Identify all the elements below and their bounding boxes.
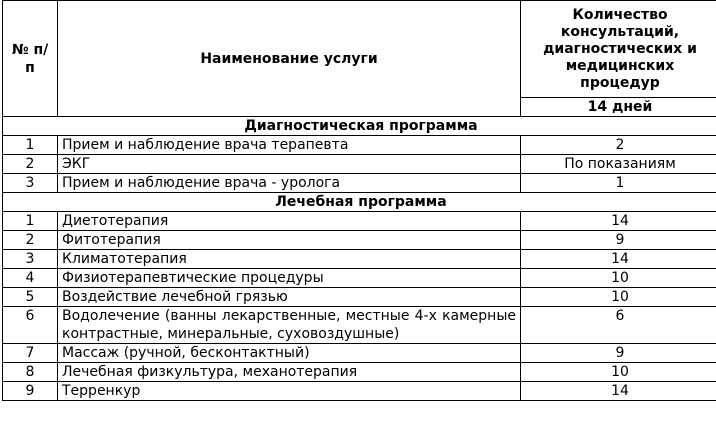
service-count: 10 (520, 362, 716, 382)
service-row: 7 Массаж (ручной, бесконтактный) 9 (2, 343, 716, 363)
service-row: 3 Прием и наблюдение врача - уролога 1 (2, 173, 716, 193)
service-name: Массаж (ручной, бесконтактный) (57, 343, 521, 363)
row-number: 3 (2, 173, 58, 193)
row-number: 9 (2, 381, 58, 401)
service-row: 9 Терренкур 14 (2, 381, 716, 401)
section-title: Лечебная программа (2, 192, 716, 212)
service-name: Прием и наблюдение врача терапевта (57, 135, 521, 155)
service-row: 3 Климатотерапия 14 (2, 249, 716, 269)
service-count: 9 (520, 343, 716, 363)
service-name: Климатотерапия (57, 249, 521, 269)
service-count: По показаниям (520, 154, 716, 174)
service-row: 2 ЭКГ По показаниям (2, 154, 716, 174)
service-count: 9 (520, 230, 716, 250)
count-header: Количество консультаций, диагностических… (520, 0, 716, 98)
table-body: Диагностическая программа 1 Прием и наблюд… (2, 116, 716, 401)
row-number: 1 (2, 211, 58, 231)
row-number: 7 (2, 343, 58, 363)
row-number: 8 (2, 362, 58, 382)
row-number: 1 (2, 135, 58, 155)
service-row: 4 Физиотерапевтические процедуры 10 (2, 268, 716, 288)
service-name: Физиотерапевтические процедуры (57, 268, 521, 288)
row-number: 5 (2, 287, 58, 307)
service-row: 6 Водолечение (ванны лекарственные, местн… (2, 306, 716, 344)
service-row: 1 Диетотерапия 14 (2, 211, 716, 231)
service-name: Лечебная физкультура, механотерапия (57, 362, 521, 382)
section-title: Диагностическая программа (2, 116, 716, 136)
service-count: 6 (520, 306, 716, 344)
service-row: 1 Прием и наблюдение врача терапевта 2 (2, 135, 716, 155)
services-table: № п/п Наименование услуги Количество кон… (2, 0, 716, 401)
row-number: 4 (2, 268, 58, 288)
row-number: 2 (2, 154, 58, 174)
service-row: 2 Фитотерапия 9 (2, 230, 716, 250)
service-count: 14 (520, 211, 716, 231)
section-row: Диагностическая программа (2, 116, 716, 136)
service-name: Диетотерапия (57, 211, 521, 231)
service-count: 2 (520, 135, 716, 155)
name-header: Наименование услуги (57, 0, 521, 117)
service-name: ЭКГ (57, 154, 521, 174)
service-count: 14 (520, 249, 716, 269)
row-number: 3 (2, 249, 58, 269)
table-header: № п/п Наименование услуги Количество кон… (2, 0, 716, 117)
service-count: 1 (520, 173, 716, 193)
row-number: 6 (2, 306, 58, 344)
service-count: 14 (520, 381, 716, 401)
service-name: Водолечение (ванны лекарственные, местны… (57, 306, 521, 344)
service-count: 10 (520, 268, 716, 288)
service-name: Прием и наблюдение врача - уролога (57, 173, 521, 193)
service-row: 8 Лечебная физкультура, механотерапия 10 (2, 362, 716, 382)
number-header: № п/п (2, 0, 58, 117)
service-name: Воздействие лечебной грязью (57, 287, 521, 307)
row-number: 2 (2, 230, 58, 250)
service-name: Терренкур (57, 381, 521, 401)
period-header: 14 дней (520, 97, 716, 117)
service-count: 10 (520, 287, 716, 307)
service-name: Фитотерапия (57, 230, 521, 250)
section-row: Лечебная программа (2, 192, 716, 212)
service-row: 5 Воздействие лечебной грязью 10 (2, 287, 716, 307)
